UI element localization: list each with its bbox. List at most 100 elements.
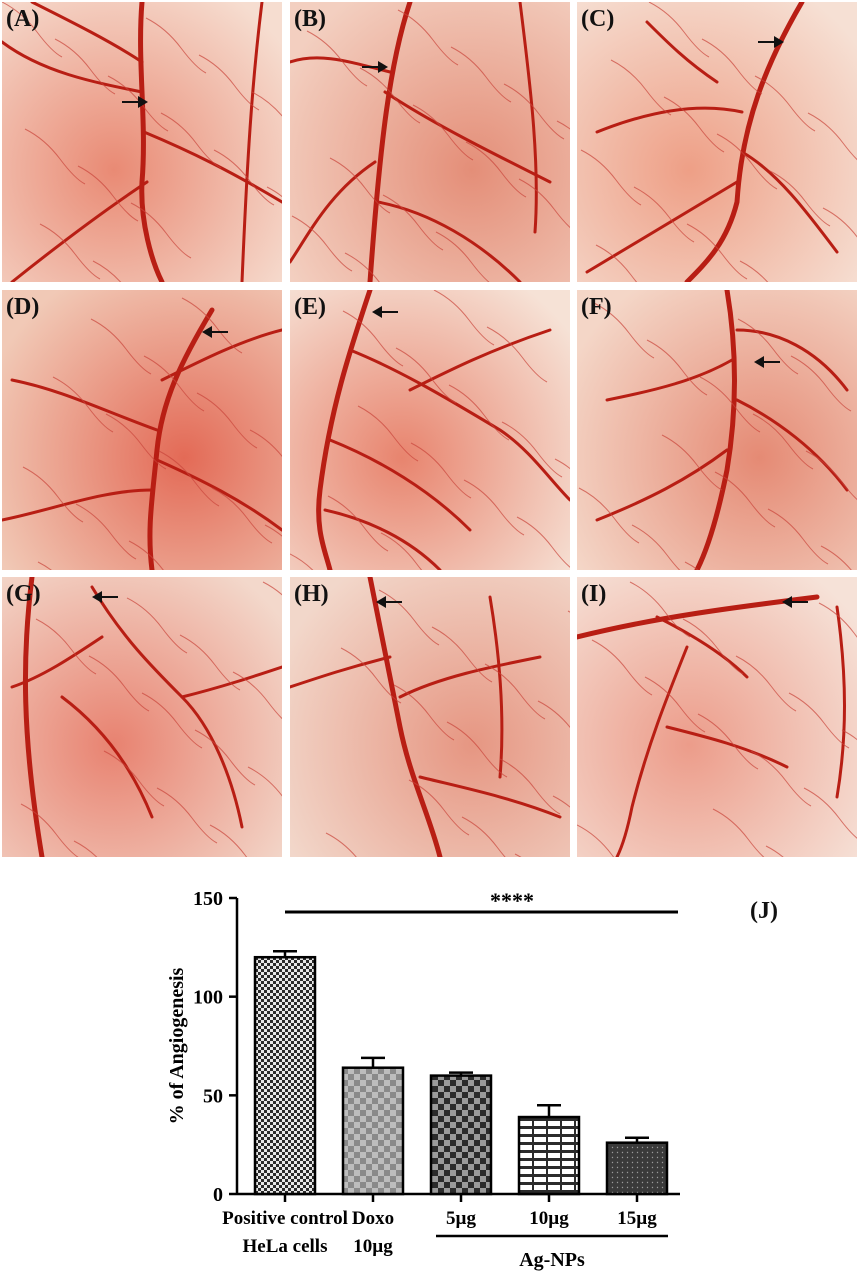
arrow-left-icon [758,36,784,48]
capillary [754,75,816,132]
panel-label-j: (J) [750,898,778,924]
blood-vessel [160,328,282,382]
arrow-left-icon [372,306,398,318]
capillary [344,252,380,282]
x-tick-label: 5µg [446,1208,476,1229]
capillary [501,421,563,478]
capillary [463,479,525,536]
capillary [552,795,570,808]
blood-vessel [147,307,215,570]
capillary [141,692,203,749]
capillary [682,618,744,675]
capillary [805,450,857,501]
y-tick-label: 0 [213,1184,223,1206]
arrow-left-icon [376,596,402,608]
capillary [663,96,725,153]
capillary [380,532,423,570]
blood-vessel [60,695,154,819]
capillary [340,647,402,704]
capillary [648,2,710,58]
capillary [54,38,116,95]
capillary [750,750,812,807]
bar [605,1141,669,1196]
capillary [160,112,222,169]
capillary [378,589,440,646]
blood-vessel [418,775,562,819]
capillary [24,128,86,185]
capillary [211,487,273,544]
bar [517,1115,581,1196]
capillary [128,540,164,570]
panel-label-b: (B) [294,6,326,32]
capillary [342,310,404,367]
capillary [39,223,101,280]
capillary [752,413,814,470]
membrane-image [577,577,857,857]
capillary [249,429,282,458]
capillary [88,655,150,712]
capillary [699,376,761,433]
capillary [433,290,495,346]
blood-vessel [694,290,737,570]
capillary [325,832,357,857]
arrow-left-icon [782,596,808,608]
blood-vessel [585,180,739,274]
blood-vessel [488,595,504,779]
photo-panel-i: (I) [577,577,857,857]
capillary [577,824,615,857]
capillary [412,104,474,161]
capillary [788,692,850,749]
membrane-image [2,290,282,570]
capillary [739,260,769,282]
capillary [209,824,248,857]
capillary [686,223,748,280]
panel-label-i: (I) [581,581,607,607]
blood-vessel [10,635,104,689]
capillary [77,165,139,222]
photo-panel-b: (B) [290,2,570,282]
capillary [486,326,548,383]
blood-vessel [2,488,154,522]
capillary [90,318,152,375]
blood-vessel [328,438,472,532]
photo-panel-e: (E) [290,290,570,570]
x-tick-label: 10µg [529,1208,569,1229]
capillary [232,671,282,720]
capillary [644,676,706,733]
capillary [556,120,570,130]
capillary [75,503,137,560]
panel-label-a: (A) [6,6,40,32]
capillary [52,376,114,433]
capillary [610,59,672,116]
panel-label-g: (G) [6,581,41,607]
blood-vessel [367,2,413,282]
blood-vessel [290,160,377,264]
capillary [262,581,282,596]
capillary [593,302,655,359]
capillary [712,808,765,857]
panel-label-e: (E) [294,294,326,320]
capillary [578,487,640,544]
capillary [194,729,256,786]
arrow-left-icon [754,356,780,368]
blood-vessel [605,358,734,402]
blood-vessel [290,655,392,689]
x-tick-label: 10µg [353,1236,393,1257]
capillary [143,355,205,412]
capillary [461,816,506,857]
capillary [661,434,723,491]
capillary [790,355,852,412]
capillary [357,405,419,462]
capillary [198,54,260,111]
capillary [450,46,512,103]
photo-panel-a: (A) [2,2,282,282]
blood-vessel [30,2,144,64]
blood-vessel [518,2,538,234]
capillary [448,384,510,441]
photo-panel-d: (D) [2,290,282,570]
capillary [126,597,188,654]
capillary [818,602,857,638]
membrane-image [577,2,857,282]
capillary [37,561,52,570]
capillary [35,618,97,675]
